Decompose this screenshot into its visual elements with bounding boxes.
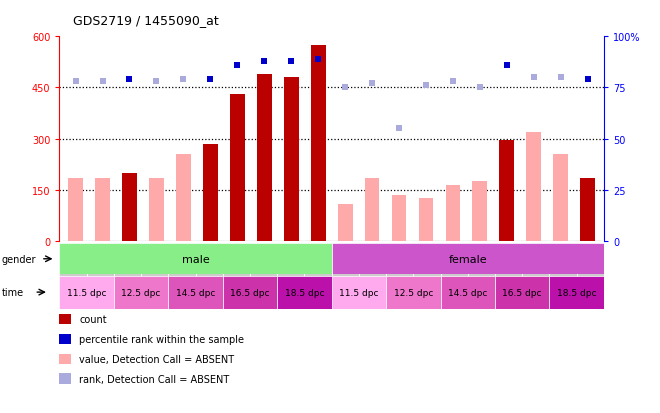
FancyBboxPatch shape [577,244,604,301]
Bar [95,178,110,242]
Bar [473,182,487,242]
Bar [391,196,407,242]
FancyBboxPatch shape [277,276,331,309]
Bar [527,133,541,242]
FancyBboxPatch shape [250,244,277,301]
Bar [284,78,298,242]
Text: rank, Detection Call = ABSENT: rank, Detection Call = ABSENT [79,374,230,384]
Text: 12.5 dpc: 12.5 dpc [393,288,433,297]
Text: 11.5 dpc: 11.5 dpc [67,288,106,297]
Text: 16.5 dpc: 16.5 dpc [230,288,270,297]
FancyBboxPatch shape [549,244,577,301]
Bar [230,95,245,242]
FancyBboxPatch shape [495,244,522,301]
Bar [311,46,325,242]
Text: 18.5 dpc: 18.5 dpc [284,288,324,297]
FancyBboxPatch shape [114,276,168,309]
Text: value, Detection Call = ABSENT: value, Detection Call = ABSENT [79,354,234,364]
FancyBboxPatch shape [223,276,277,309]
Bar [580,178,595,242]
FancyBboxPatch shape [495,276,549,309]
Text: 11.5 dpc: 11.5 dpc [339,288,379,297]
FancyBboxPatch shape [441,276,495,309]
FancyBboxPatch shape [386,276,441,309]
FancyBboxPatch shape [168,244,195,301]
Text: male: male [182,254,209,264]
Text: count: count [79,314,107,324]
FancyBboxPatch shape [223,244,250,301]
Text: 14.5 dpc: 14.5 dpc [176,288,215,297]
FancyBboxPatch shape [441,244,468,301]
Text: 12.5 dpc: 12.5 dpc [121,288,161,297]
FancyBboxPatch shape [114,244,141,301]
Text: GDS2719 / 1455090_at: GDS2719 / 1455090_at [73,14,218,27]
FancyBboxPatch shape [549,276,604,309]
Bar [203,145,218,242]
FancyBboxPatch shape [195,244,223,301]
Bar [149,178,164,242]
FancyBboxPatch shape [522,244,549,301]
FancyBboxPatch shape [331,276,386,309]
FancyBboxPatch shape [468,244,495,301]
Bar [122,173,137,242]
Text: 14.5 dpc: 14.5 dpc [448,288,488,297]
Text: time: time [2,287,24,297]
FancyBboxPatch shape [59,276,114,309]
FancyBboxPatch shape [386,244,413,301]
FancyBboxPatch shape [331,244,604,275]
FancyBboxPatch shape [59,244,331,275]
FancyBboxPatch shape [277,244,304,301]
Text: gender: gender [2,254,36,264]
Bar [68,178,83,242]
Bar [257,75,272,242]
Text: female: female [448,254,487,264]
Bar [365,178,379,242]
Bar [418,199,434,242]
FancyBboxPatch shape [304,244,331,301]
FancyBboxPatch shape [413,244,441,301]
Bar [446,185,461,242]
FancyBboxPatch shape [168,276,223,309]
FancyBboxPatch shape [141,244,168,301]
Bar [176,155,191,242]
FancyBboxPatch shape [359,244,386,301]
FancyBboxPatch shape [331,244,359,301]
Text: 16.5 dpc: 16.5 dpc [502,288,542,297]
FancyBboxPatch shape [86,244,114,301]
Text: percentile rank within the sample: percentile rank within the sample [79,334,244,344]
Bar [553,155,568,242]
FancyBboxPatch shape [59,244,86,301]
Bar [500,141,514,242]
Text: 18.5 dpc: 18.5 dpc [557,288,597,297]
Bar [338,204,352,242]
